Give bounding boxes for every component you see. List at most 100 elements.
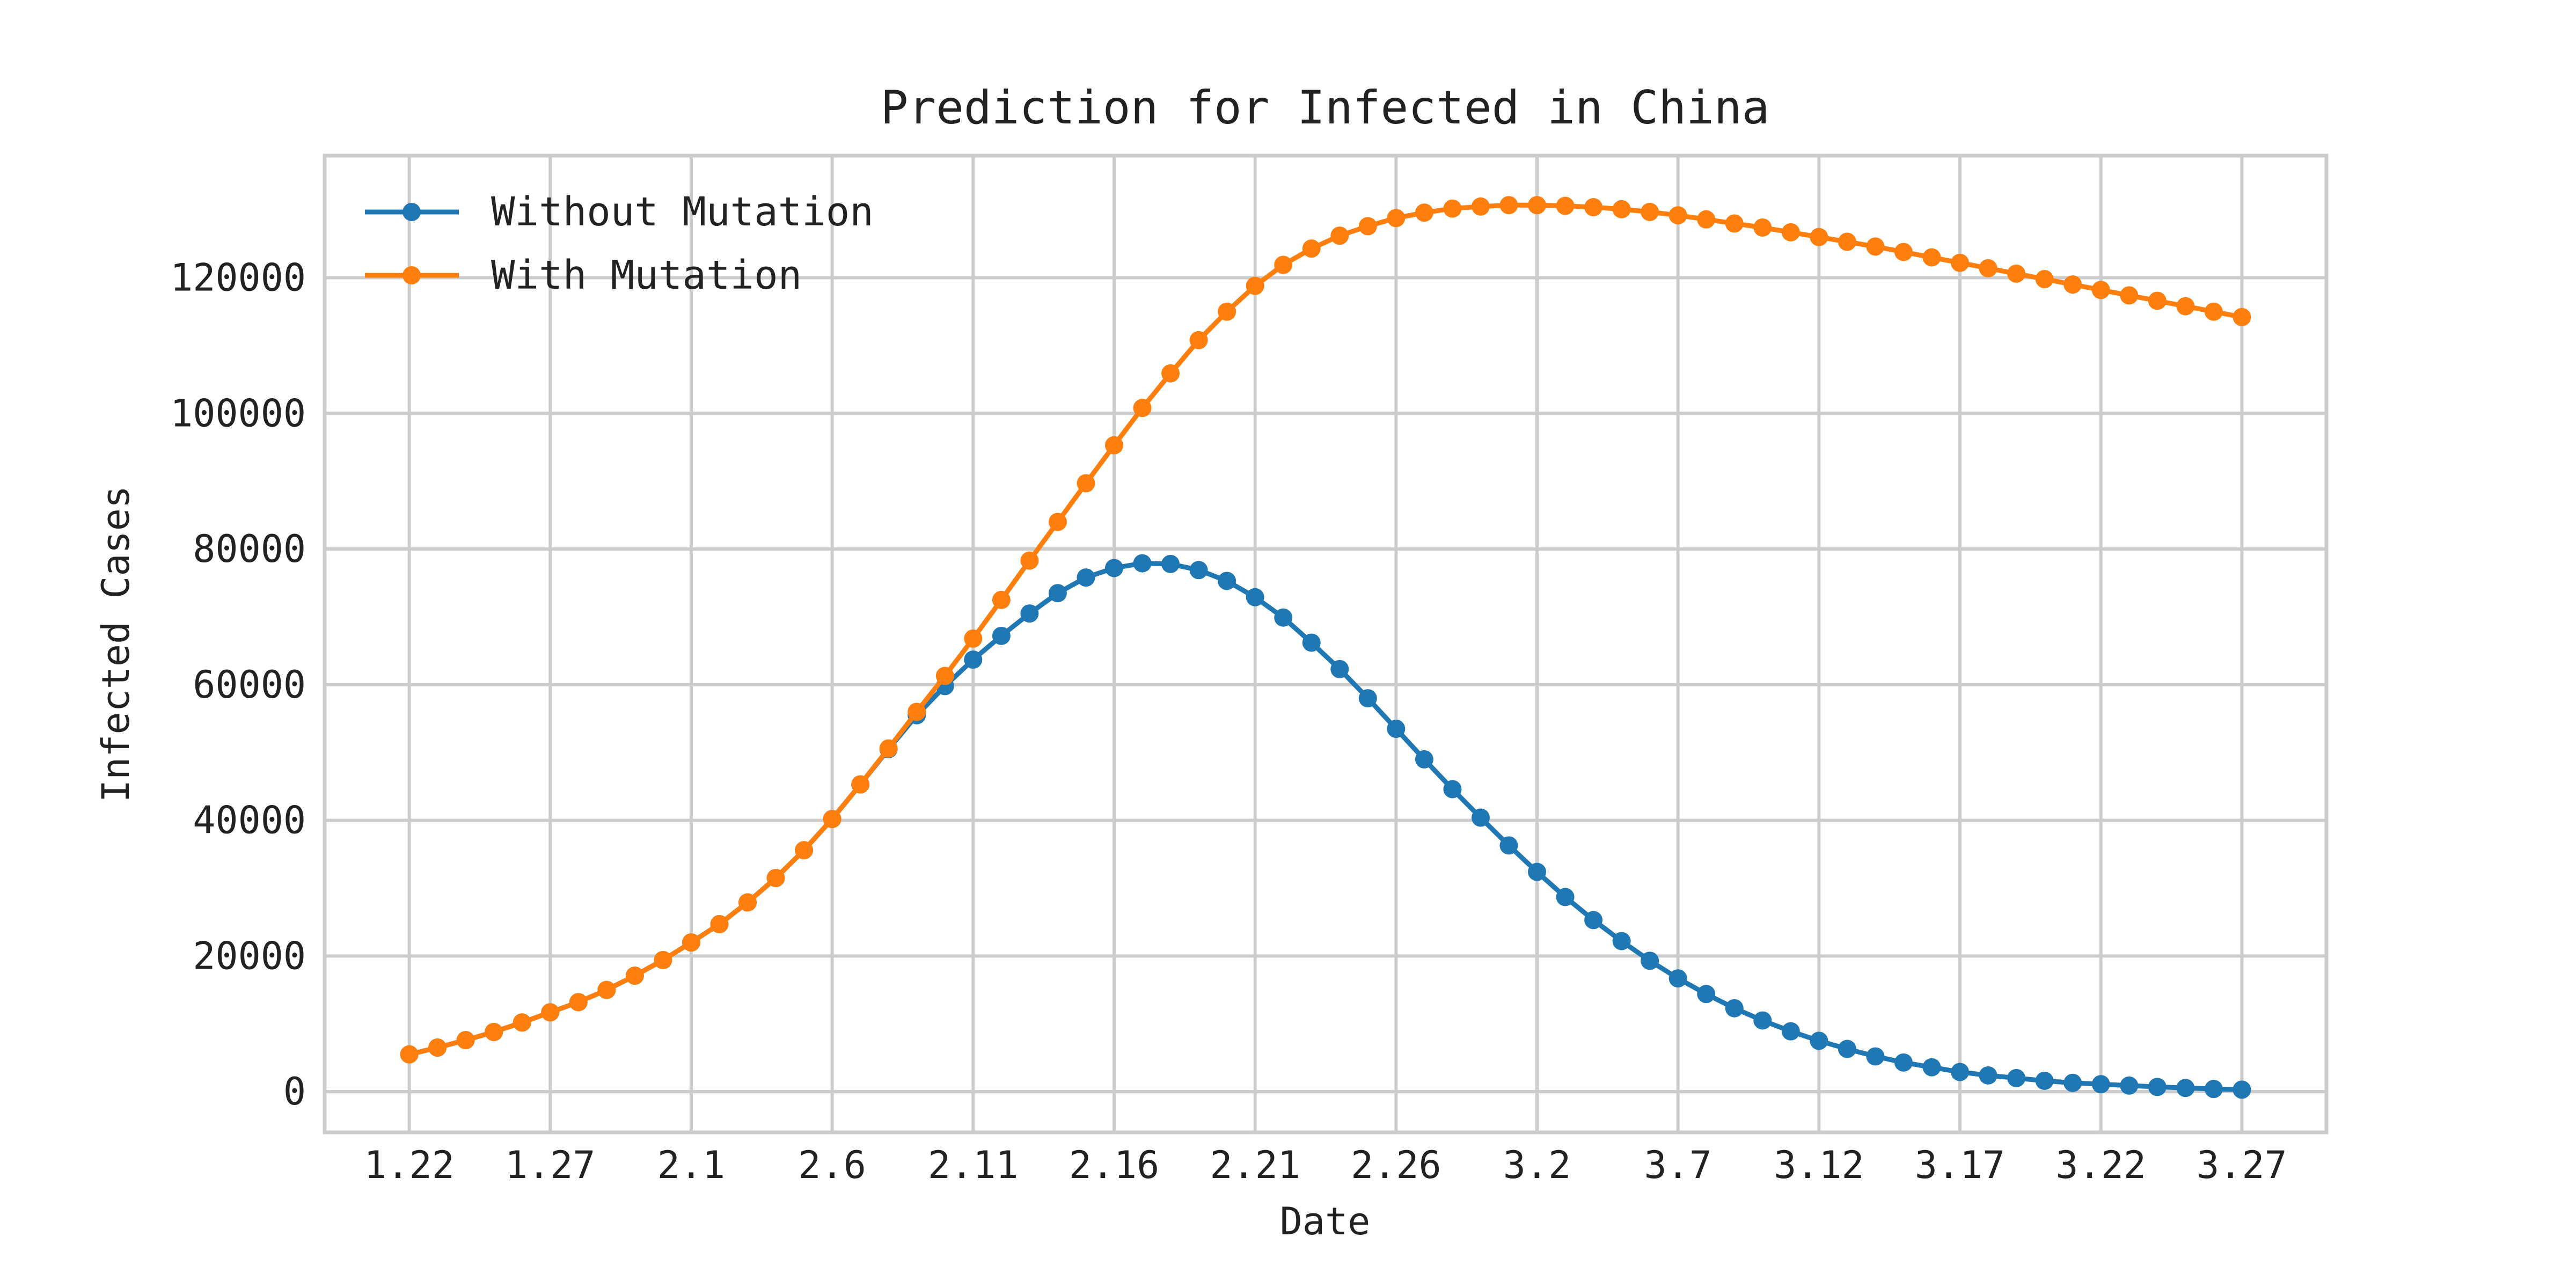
data-point xyxy=(682,933,700,952)
data-point xyxy=(1810,1031,1828,1050)
x-tick-label: 1.27 xyxy=(505,1143,596,1187)
data-point xyxy=(2035,1071,2054,1090)
data-point xyxy=(1499,836,1518,855)
data-point xyxy=(964,650,983,669)
data-point xyxy=(1951,1063,1970,1081)
plot-frame xyxy=(323,153,2329,1135)
legend-label: Without Mutation xyxy=(491,189,874,235)
data-point xyxy=(1161,554,1180,573)
y-tick-label: 120000 xyxy=(170,256,306,300)
data-point xyxy=(1979,259,1997,277)
data-point xyxy=(1274,608,1293,627)
data-point xyxy=(1753,218,1772,237)
data-point xyxy=(513,1013,531,1032)
data-point xyxy=(1697,210,1716,229)
data-point xyxy=(1358,217,1377,236)
data-point xyxy=(2233,308,2251,326)
data-point xyxy=(1415,750,1433,769)
data-point xyxy=(2204,1080,2223,1099)
x-tick-label: 3.17 xyxy=(1915,1143,2006,1187)
series-line xyxy=(407,561,2244,1092)
data-point xyxy=(2063,275,2082,294)
x-tick-label: 2.1 xyxy=(657,1143,725,1187)
data-point xyxy=(1866,1047,1885,1066)
y-tick-label: 0 xyxy=(283,1070,306,1114)
data-point xyxy=(1838,232,1856,251)
data-point xyxy=(1951,253,1970,272)
x-tick-label: 2.6 xyxy=(798,1143,866,1187)
x-axis-ticks: 1.22 1.27 2.1 2.6 2.11 2.16 2.21 2.26 3.2 3.7 3.12… xyxy=(364,1143,2287,1187)
data-point xyxy=(2091,1075,2110,1094)
data-point xyxy=(1302,239,1321,258)
legend-swatch-marker xyxy=(402,266,421,284)
data-point xyxy=(2035,270,2054,289)
data-point xyxy=(1584,911,1603,930)
data-point xyxy=(1020,604,1039,623)
data-point xyxy=(1894,1053,1913,1072)
data-point xyxy=(2176,1079,2195,1097)
data-point xyxy=(1218,572,1236,590)
x-tick-label: 2.11 xyxy=(928,1143,1019,1187)
data-point xyxy=(851,775,870,794)
data-point xyxy=(1810,228,1828,246)
data-point xyxy=(2233,1080,2251,1099)
data-point xyxy=(1020,551,1039,570)
data-point xyxy=(1499,196,1518,215)
data-point xyxy=(1725,999,1744,1018)
data-point xyxy=(2007,264,2026,283)
data-point xyxy=(1077,568,1095,587)
data-point xyxy=(1471,197,1490,216)
data-point xyxy=(1133,554,1152,573)
y-tick-label: 40000 xyxy=(193,799,306,843)
x-tick-label: 3.22 xyxy=(2055,1143,2146,1187)
data-point xyxy=(1330,226,1349,245)
data-point xyxy=(2091,281,2110,299)
data-point xyxy=(1133,399,1152,418)
data-point xyxy=(992,626,1011,645)
data-point xyxy=(2204,302,2223,321)
data-point xyxy=(1218,302,1236,321)
data-point xyxy=(908,702,926,721)
data-point xyxy=(1866,237,1885,256)
data-point xyxy=(992,590,1011,609)
legend: Without Mutation With Mutation xyxy=(365,189,874,298)
data-point xyxy=(1387,719,1406,738)
data-point xyxy=(2148,291,2167,310)
data-point xyxy=(1922,248,1941,267)
data-point xyxy=(1048,584,1067,603)
data-point xyxy=(1781,223,1800,241)
x-tick-label: 1.22 xyxy=(364,1143,455,1187)
data-point xyxy=(1358,689,1377,708)
series-2 xyxy=(400,196,2251,1064)
x-axis-label: Date xyxy=(1280,1199,1371,1243)
data-point xyxy=(541,1003,560,1022)
x-tick-label: 3.12 xyxy=(1774,1143,1864,1187)
data-point xyxy=(1104,436,1123,455)
data-point xyxy=(1556,888,1575,906)
data-point xyxy=(1979,1066,1997,1085)
data-point xyxy=(1894,243,1913,261)
x-tick-label: 2.26 xyxy=(1351,1143,1441,1187)
data-point xyxy=(1641,952,1659,970)
data-point xyxy=(1697,985,1716,1004)
data-point xyxy=(597,980,616,999)
gridlines xyxy=(325,156,2326,1132)
x-tick-label: 2.16 xyxy=(1069,1143,1160,1187)
y-tick-label: 80000 xyxy=(193,527,306,571)
data-point xyxy=(879,739,898,758)
data-point xyxy=(1471,808,1490,827)
x-tick-label: 3.27 xyxy=(2197,1143,2287,1187)
data-point xyxy=(1302,633,1321,652)
x-tick-label: 3.7 xyxy=(1644,1143,1711,1187)
data-point xyxy=(935,667,954,685)
data-point xyxy=(1922,1058,1941,1077)
data-point xyxy=(1246,276,1264,295)
data-point xyxy=(1668,969,1687,988)
data-point xyxy=(2007,1069,2026,1087)
data-point xyxy=(1161,364,1180,383)
legend-entry: With Mutation xyxy=(365,252,802,298)
data-point xyxy=(1387,209,1406,228)
y-tick-label: 20000 xyxy=(193,934,306,978)
data-point xyxy=(1077,474,1095,493)
